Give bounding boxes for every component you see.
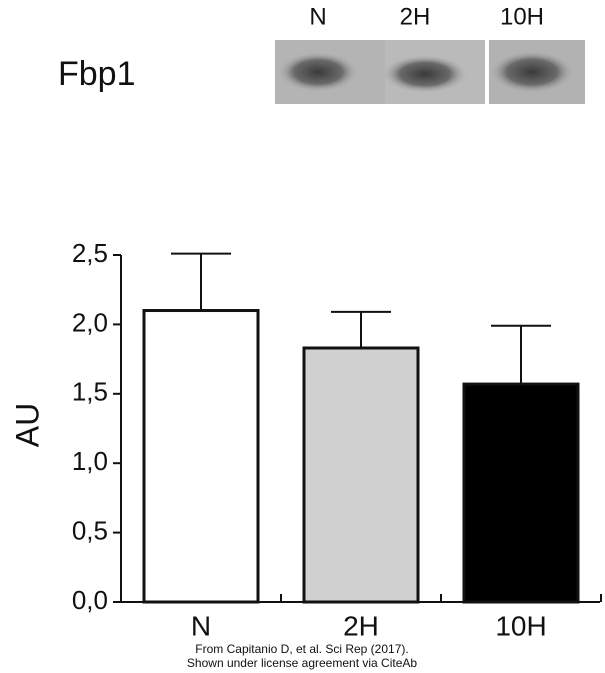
lane-label: 10H — [500, 3, 544, 30]
x-tick-label: 2H — [343, 610, 379, 641]
x-tick-label: N — [191, 610, 211, 641]
source-note: From Capitanio D, et al. Sci Rep (2017). — [195, 642, 408, 656]
bar — [302, 346, 420, 604]
blot-label: Fbp1 — [58, 55, 136, 93]
blot-band — [383, 55, 467, 93]
bar — [142, 309, 260, 604]
bar — [462, 382, 580, 604]
lane-label: 2H — [400, 3, 431, 30]
y-tick-label: 2,5 — [72, 238, 108, 268]
y-tick-label: 0,5 — [72, 515, 108, 545]
source-note: Shown under license agreement via CiteAb — [187, 656, 417, 670]
y-tick-label: 1,0 — [72, 446, 108, 476]
blot-band — [490, 51, 574, 93]
y-axis-label: AU — [9, 403, 45, 447]
y-tick-label: 0,0 — [72, 585, 108, 615]
y-tick-label: 2,0 — [72, 307, 108, 337]
lane-label: N — [309, 3, 326, 30]
blot-band — [278, 52, 358, 92]
y-tick-label: 1,5 — [72, 377, 108, 407]
x-tick-label: 10H — [495, 610, 546, 641]
